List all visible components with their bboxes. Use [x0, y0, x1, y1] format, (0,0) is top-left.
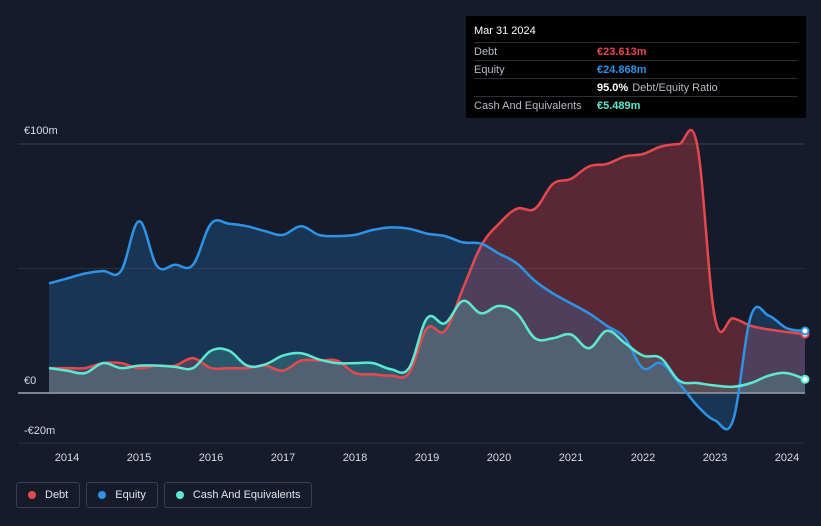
area-debt [49, 129, 805, 393]
legend-item-cash[interactable]: Cash And Equivalents [163, 482, 313, 508]
tooltip-label: Cash And Equivalents [474, 99, 582, 112]
legend-label: Equity [115, 489, 146, 501]
tooltip-ratio-caption: Debt/Equity Ratio [632, 81, 718, 94]
tooltip-date: Mar 31 2024 [474, 25, 536, 37]
y-tick-label: €0 [24, 375, 36, 387]
x-tick-label: 2017 [271, 452, 295, 464]
line-debt [48, 128, 806, 379]
x-tick-label: 2016 [199, 452, 223, 464]
x-axis-ticks: 2014 2015 2016 2017 2018 2019 2020 2021 2022 2023… [55, 452, 799, 464]
legend-dot-icon [175, 491, 184, 499]
marker-cash-and-equivalents [800, 374, 810, 384]
marker-equity [800, 326, 810, 336]
x-tick-label: 2014 [55, 452, 79, 464]
legend-dot-icon [28, 491, 36, 499]
x-tick-label: 2020 [487, 452, 511, 464]
tooltip-row-cash: Cash And Equivalents €5.489m [474, 96, 798, 114]
line-cash-and-equivalents [48, 299, 806, 389]
x-tick-label: 2023 [703, 452, 727, 464]
legend-item-equity[interactable]: Equity [86, 482, 158, 508]
end-markers [800, 326, 810, 384]
x-tick-label: 2018 [343, 452, 367, 464]
area-cash-and-equivalents [49, 300, 805, 393]
x-tick-label: 2022 [631, 452, 655, 464]
legend-item-debt[interactable]: Debt [16, 482, 81, 508]
line-equity [48, 219, 806, 431]
chart-legend: Debt Equity Cash And Equivalents [16, 482, 313, 508]
tooltip-panel: Mar 31 2024 Debt €23.613m Equity €24.868… [466, 16, 806, 118]
area-equity [49, 220, 805, 430]
y-tick-label: €100m [24, 125, 58, 137]
series-areas [49, 129, 805, 430]
x-tick-label: 2021 [559, 452, 583, 464]
tooltip-equity-value: €24.868m [597, 63, 647, 76]
y-tick-label: -€20m [24, 425, 55, 437]
tooltip-row-debt: Debt €23.613m [474, 42, 798, 60]
x-tick-label: 2019 [415, 452, 439, 464]
tooltip-ratio-value: 95.0% [597, 81, 629, 94]
legend-label: Debt [45, 489, 69, 501]
tooltip-debt-value: €23.613m [597, 45, 647, 58]
legend-label: Cash And Equivalents [192, 489, 301, 501]
tooltip-row-ratio: 95.0% Debt/Equity Ratio [474, 78, 798, 96]
tooltip-label: Debt [474, 45, 498, 58]
tooltip-label: Equity [474, 63, 505, 76]
legend-dot-icon [98, 491, 107, 499]
tooltip-row-equity: Equity €24.868m [474, 60, 798, 78]
series-lines [48, 128, 806, 431]
x-tick-label: 2015 [127, 452, 151, 464]
tooltip-cash-value: €5.489m [597, 99, 641, 112]
y-axis-ticks: €100m €0 -€20m [24, 125, 58, 437]
x-tick-label: 2024 [775, 452, 799, 464]
